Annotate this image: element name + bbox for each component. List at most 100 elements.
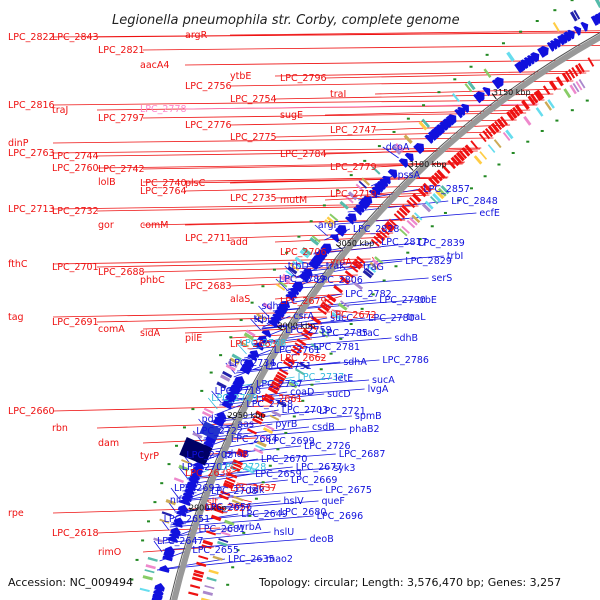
reverse-gene — [170, 527, 181, 536]
category-block — [287, 266, 298, 275]
category-block — [347, 191, 358, 201]
reverse-gene — [404, 152, 414, 163]
forward-gene — [530, 93, 539, 104]
category-block — [220, 531, 231, 537]
connector-line — [374, 88, 561, 95]
gene-label: LPC_2759 — [285, 325, 332, 336]
category-block — [337, 302, 348, 311]
forward-gene — [262, 396, 273, 405]
gene-label: ytbE — [230, 71, 251, 82]
category-block — [364, 267, 374, 276]
gc-marker — [526, 140, 530, 143]
gene-label: LPC_2782 — [345, 289, 392, 300]
category-block — [295, 368, 305, 376]
connector-line — [211, 390, 222, 403]
gc-marker — [297, 235, 301, 238]
gene-label: lvgA — [368, 384, 389, 395]
gc-marker — [485, 53, 489, 56]
gene-label: LPC_2729 — [211, 393, 258, 404]
kbp-label: 3100 kbp — [409, 160, 447, 169]
forward-gene — [433, 172, 443, 182]
gene-label: queF — [321, 496, 344, 507]
forward-gene — [464, 144, 474, 155]
gene-label: LPC_2760 — [52, 163, 99, 174]
gc-marker — [236, 549, 240, 552]
gene-label: LPC_2780 — [368, 313, 415, 324]
forward-gene — [482, 130, 491, 140]
gc-marker — [418, 238, 422, 241]
gc-marker — [301, 399, 305, 402]
gene-label: LPC_2781 — [313, 342, 360, 353]
gc-marker — [339, 337, 343, 340]
gc-marker — [284, 431, 288, 434]
large-block — [179, 437, 213, 466]
gene-label: LPC_2638 — [185, 468, 232, 479]
tick-mark — [276, 326, 284, 331]
forward-gene — [388, 218, 398, 227]
gc-marker — [360, 307, 364, 310]
category-block — [173, 477, 184, 484]
gene-label: LPC_2764 — [140, 186, 187, 197]
gene-label: traJ — [52, 105, 68, 116]
connector-line — [178, 466, 188, 479]
gc-marker — [483, 175, 487, 178]
forward-gene — [577, 62, 585, 73]
connector-line — [324, 109, 531, 116]
category-block — [552, 22, 560, 32]
gene-label: LPC_2790 — [379, 295, 426, 306]
forward-gene — [506, 111, 515, 121]
category-block — [243, 332, 254, 341]
category-block — [353, 281, 364, 291]
forward-gene — [383, 223, 394, 233]
gene-label: LPC_2822 — [8, 32, 55, 43]
gene-label: LPC_2784 — [280, 149, 327, 160]
gene-label: LPC_2680 — [280, 507, 327, 518]
connector-line — [236, 482, 276, 489]
category-block — [271, 410, 282, 418]
gc-marker — [430, 225, 434, 228]
forward-gene — [292, 345, 303, 353]
genome-backbone — [169, 32, 600, 600]
forward-gene — [310, 316, 322, 325]
forward-gene — [393, 213, 403, 222]
gene-label: traL — [407, 312, 426, 323]
category-block — [421, 118, 431, 128]
gene-label: wrbA — [237, 522, 262, 533]
gene-label: traG — [363, 262, 384, 273]
connector-line — [262, 316, 404, 329]
forward-gene — [196, 561, 207, 568]
category-block — [371, 258, 382, 268]
gc-marker — [239, 319, 243, 322]
connector-line — [279, 393, 301, 400]
gc-marker — [349, 323, 353, 326]
forward-gene — [496, 118, 506, 129]
connector-line — [302, 352, 326, 359]
category-block — [142, 575, 154, 581]
reverse-gene — [491, 79, 501, 90]
forward-gene — [192, 572, 204, 578]
forward-gene — [255, 410, 266, 418]
category-block — [362, 269, 373, 279]
label-connectors — [52, 30, 600, 571]
reverse-gene — [169, 531, 180, 539]
category-block — [467, 80, 476, 91]
category-block — [161, 511, 172, 517]
gene-label: nifU — [170, 495, 189, 506]
category-block — [320, 328, 330, 336]
forward-gene — [420, 185, 429, 195]
category-block — [285, 270, 295, 278]
category-block — [411, 214, 421, 224]
forward-gene — [436, 169, 446, 179]
reverse-gene — [167, 535, 178, 544]
category-block — [178, 464, 189, 472]
gene-label: trbI — [447, 251, 463, 262]
forward-gene — [533, 90, 543, 102]
forward-gene — [271, 380, 282, 389]
category-block — [233, 495, 244, 502]
category-block — [344, 195, 354, 204]
category-block — [201, 411, 213, 418]
forward-gene — [201, 544, 212, 550]
gene-label: phaB2 — [349, 424, 379, 435]
backbone-arc — [171, 33, 600, 600]
gc-marker — [200, 389, 204, 392]
